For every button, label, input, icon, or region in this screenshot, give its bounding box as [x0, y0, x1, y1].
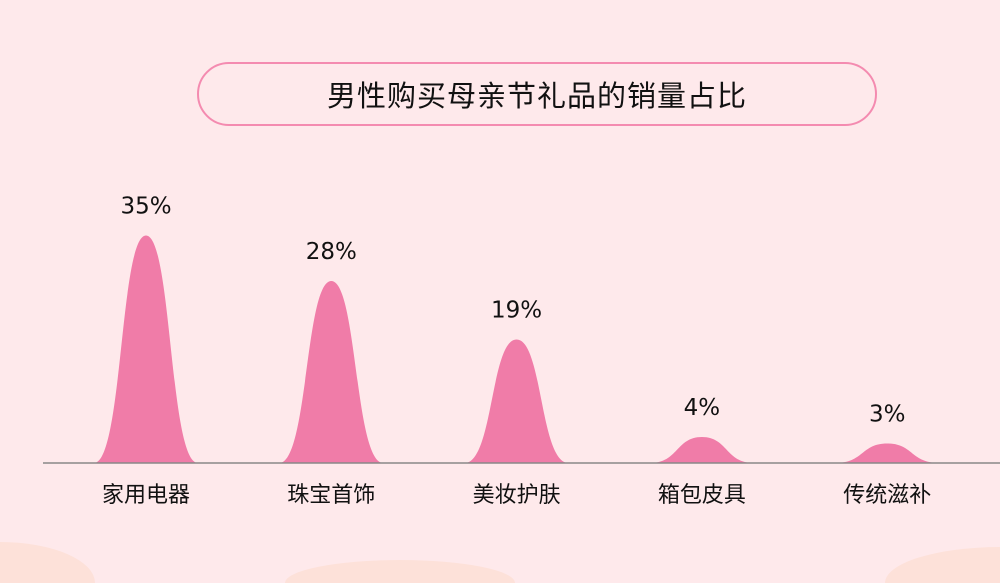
category-label: 家用电器 [102, 483, 190, 508]
category-label: 珠宝首饰 [287, 483, 375, 508]
data-label: 28% [306, 239, 357, 265]
data-label: 3% [869, 402, 906, 428]
data-label: 35% [120, 194, 171, 220]
chart-title-box: 男性购买母亲节礼品的销量占比 [197, 62, 877, 126]
decor-circle [285, 560, 515, 583]
category-label: 传统滋补 [843, 483, 931, 508]
chart-title: 男性购买母亲节礼品的销量占比 [326, 79, 747, 113]
data-label: 4% [684, 395, 721, 421]
bar-peak [94, 235, 198, 463]
bar-peak [835, 443, 940, 463]
bar-peak [464, 339, 569, 463]
category-label: 箱包皮具 [658, 483, 746, 508]
category-label: 美妆护肤 [473, 483, 561, 508]
bar-peak [649, 437, 754, 463]
data-label: 19% [491, 298, 542, 324]
bar-peak [279, 281, 384, 463]
